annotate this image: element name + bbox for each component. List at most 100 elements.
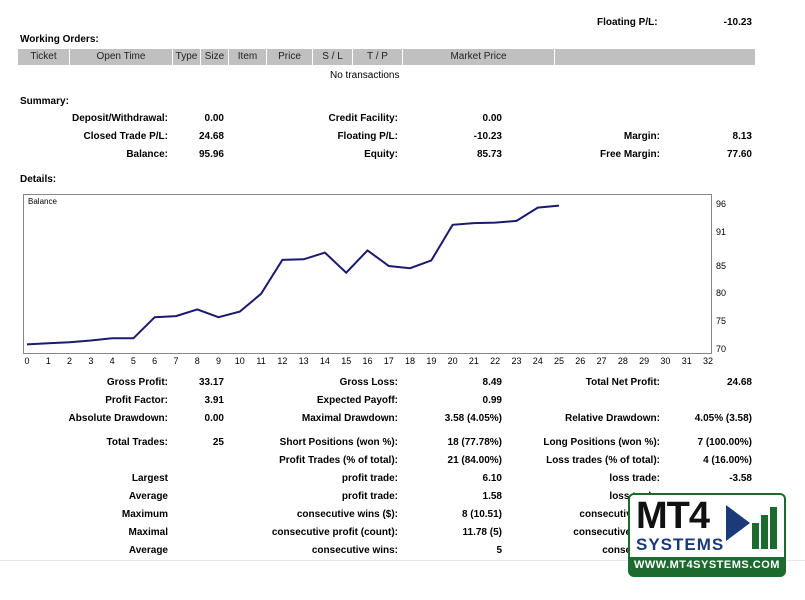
balance-value: 95.96 xyxy=(198,149,224,160)
col-sl[interactable]: S / L xyxy=(313,49,353,65)
max-consecutive-wins-value: 8 (10.51) xyxy=(461,509,502,520)
x-tick-label: 32 xyxy=(702,356,713,366)
x-tick-label: 6 xyxy=(152,356,158,366)
largest-loss-label: loss trade: xyxy=(609,473,660,484)
credit-label: Credit Facility: xyxy=(328,113,398,124)
x-tick-label: 20 xyxy=(447,356,458,366)
maximal-consecutive-loss-label: consecutive loss ( xyxy=(573,527,660,538)
col-item[interactable]: Item xyxy=(229,49,267,65)
chart-label: Balance xyxy=(28,197,57,206)
x-tick-label: 25 xyxy=(554,356,565,366)
gross-loss-label: Gross Loss: xyxy=(339,377,398,388)
x-tick-label: 30 xyxy=(660,356,671,366)
gross-loss-value: 8.49 xyxy=(482,377,502,388)
x-tick-label: 10 xyxy=(234,356,245,366)
average-label: Average xyxy=(128,491,168,502)
x-tick-label: 27 xyxy=(596,356,607,366)
long-positions-value: 7 (100.00%) xyxy=(697,437,752,448)
gross-profit-label: Gross Profit: xyxy=(106,377,168,388)
y-tick-label: 91 xyxy=(716,227,727,238)
col-tp[interactable]: T / P xyxy=(353,49,403,65)
gross-profit-value: 33.17 xyxy=(198,377,224,388)
top-floating-label: Floating P/L: xyxy=(597,17,658,28)
largest-profit-value: 6.10 xyxy=(482,473,502,484)
bottom-divider xyxy=(0,560,805,561)
closed-trade-label: Closed Trade P/L: xyxy=(83,131,168,142)
logo-sub: SYSTEMS xyxy=(636,535,725,554)
average-consecutive-wins-label: consecutive wins: xyxy=(311,545,398,556)
largest-label: Largest xyxy=(131,473,168,484)
expected-payoff-value: 0.99 xyxy=(482,395,502,406)
balance-label: Balance: xyxy=(126,149,168,160)
free-margin-value: 77.60 xyxy=(726,149,752,160)
no-transactions-text: No transactions xyxy=(330,70,400,81)
equity-value: 85.73 xyxy=(476,149,502,160)
x-tick-label: 5 xyxy=(130,356,136,366)
summary-floating-value: -10.23 xyxy=(473,131,502,142)
x-tick-label: 12 xyxy=(277,356,288,366)
y-tick-label: 75 xyxy=(716,316,727,327)
profit-trades-value: 21 (84.00%) xyxy=(447,455,502,466)
col-blank xyxy=(555,49,755,65)
logo-chart-icon xyxy=(726,505,777,549)
maximal-drawdown-value: 3.58 (4.05%) xyxy=(444,413,502,424)
profit-factor-value: 3.91 xyxy=(204,395,224,406)
summary-title: Summary: xyxy=(20,96,69,107)
x-tick-label: 8 xyxy=(194,356,200,366)
col-type[interactable]: Type xyxy=(173,49,201,65)
mt4systems-logo: MT4 SYSTEMS WWW.MT4SYSTEMS.COM xyxy=(628,493,786,577)
series-line-0 xyxy=(26,204,560,346)
largest-profit-label: profit trade: xyxy=(341,473,398,484)
free-margin-label: Free Margin: xyxy=(599,149,660,160)
profit-factor-label: Profit Factor: xyxy=(105,395,168,406)
details-title: Details: xyxy=(20,174,57,185)
x-tick-label: 11 xyxy=(256,356,266,366)
x-tick-label: 13 xyxy=(298,356,309,366)
y-tick-label: 85 xyxy=(716,260,727,271)
top-floating-value: -10.23 xyxy=(723,17,752,28)
col-market-price[interactable]: Market Price xyxy=(403,49,555,65)
average-consecutive-wins-value: 5 xyxy=(496,545,502,556)
col-price[interactable]: Price xyxy=(267,49,313,65)
x-tick-label: 23 xyxy=(511,356,522,366)
x-tick-label: 19 xyxy=(426,356,437,366)
maximum-label: Maximum xyxy=(121,509,168,520)
short-positions-label: Short Positions (won %): xyxy=(279,437,398,448)
x-tick-label: 26 xyxy=(575,356,586,366)
credit-value: 0.00 xyxy=(482,113,502,124)
maximal-consecutive-profit-value: 11.78 (5) xyxy=(462,527,502,538)
maximal-label: Maximal xyxy=(128,527,168,538)
equity-label: Equity: xyxy=(364,149,398,160)
x-tick-label: 29 xyxy=(639,356,650,366)
logo-url: WWW.MT4SYSTEMS.COM xyxy=(634,559,780,571)
logo-brand: MT4 xyxy=(636,495,710,537)
absolute-drawdown-value: 0.00 xyxy=(204,413,224,424)
deposit-value: 0.00 xyxy=(204,113,224,124)
x-tick-label: 14 xyxy=(319,356,330,366)
short-positions-value: 18 (77.78%) xyxy=(447,437,502,448)
col-size[interactable]: Size xyxy=(201,49,229,65)
average-profit-label: profit trade: xyxy=(341,491,398,502)
y-tick-label: 70 xyxy=(716,344,727,354)
maximal-drawdown-label: Maximal Drawdown: xyxy=(301,413,398,424)
orders-table-header: Ticket Open Time Type Size Item Price S … xyxy=(18,49,755,65)
x-tick-label: 16 xyxy=(362,356,373,366)
average-consecutive-label: Average xyxy=(128,545,168,556)
x-tick-label: 18 xyxy=(405,356,416,366)
long-positions-label: Long Positions (won %): xyxy=(543,437,660,448)
relative-drawdown-label: Relative Drawdown: xyxy=(564,413,660,424)
average-profit-value: 1.58 xyxy=(482,491,502,502)
max-consecutive-wins-label: consecutive wins ($): xyxy=(296,509,398,520)
col-open-time[interactable]: Open Time xyxy=(70,49,173,65)
col-ticket[interactable]: Ticket xyxy=(18,49,70,65)
x-tick-label: 28 xyxy=(617,356,628,366)
closed-trade-value: 24.68 xyxy=(198,131,224,142)
largest-loss-value: -3.58 xyxy=(729,473,752,484)
y-tick-label: 96 xyxy=(716,199,727,210)
balance-chart: Balance xyxy=(23,194,712,354)
balance-chart-plot xyxy=(26,204,560,346)
working-orders-title: Working Orders: xyxy=(20,34,99,45)
x-tick-label: 3 xyxy=(88,356,94,366)
maximal-consecutive-profit-label: consecutive profit (count): xyxy=(271,527,398,538)
total-net-value: 24.68 xyxy=(726,377,752,388)
